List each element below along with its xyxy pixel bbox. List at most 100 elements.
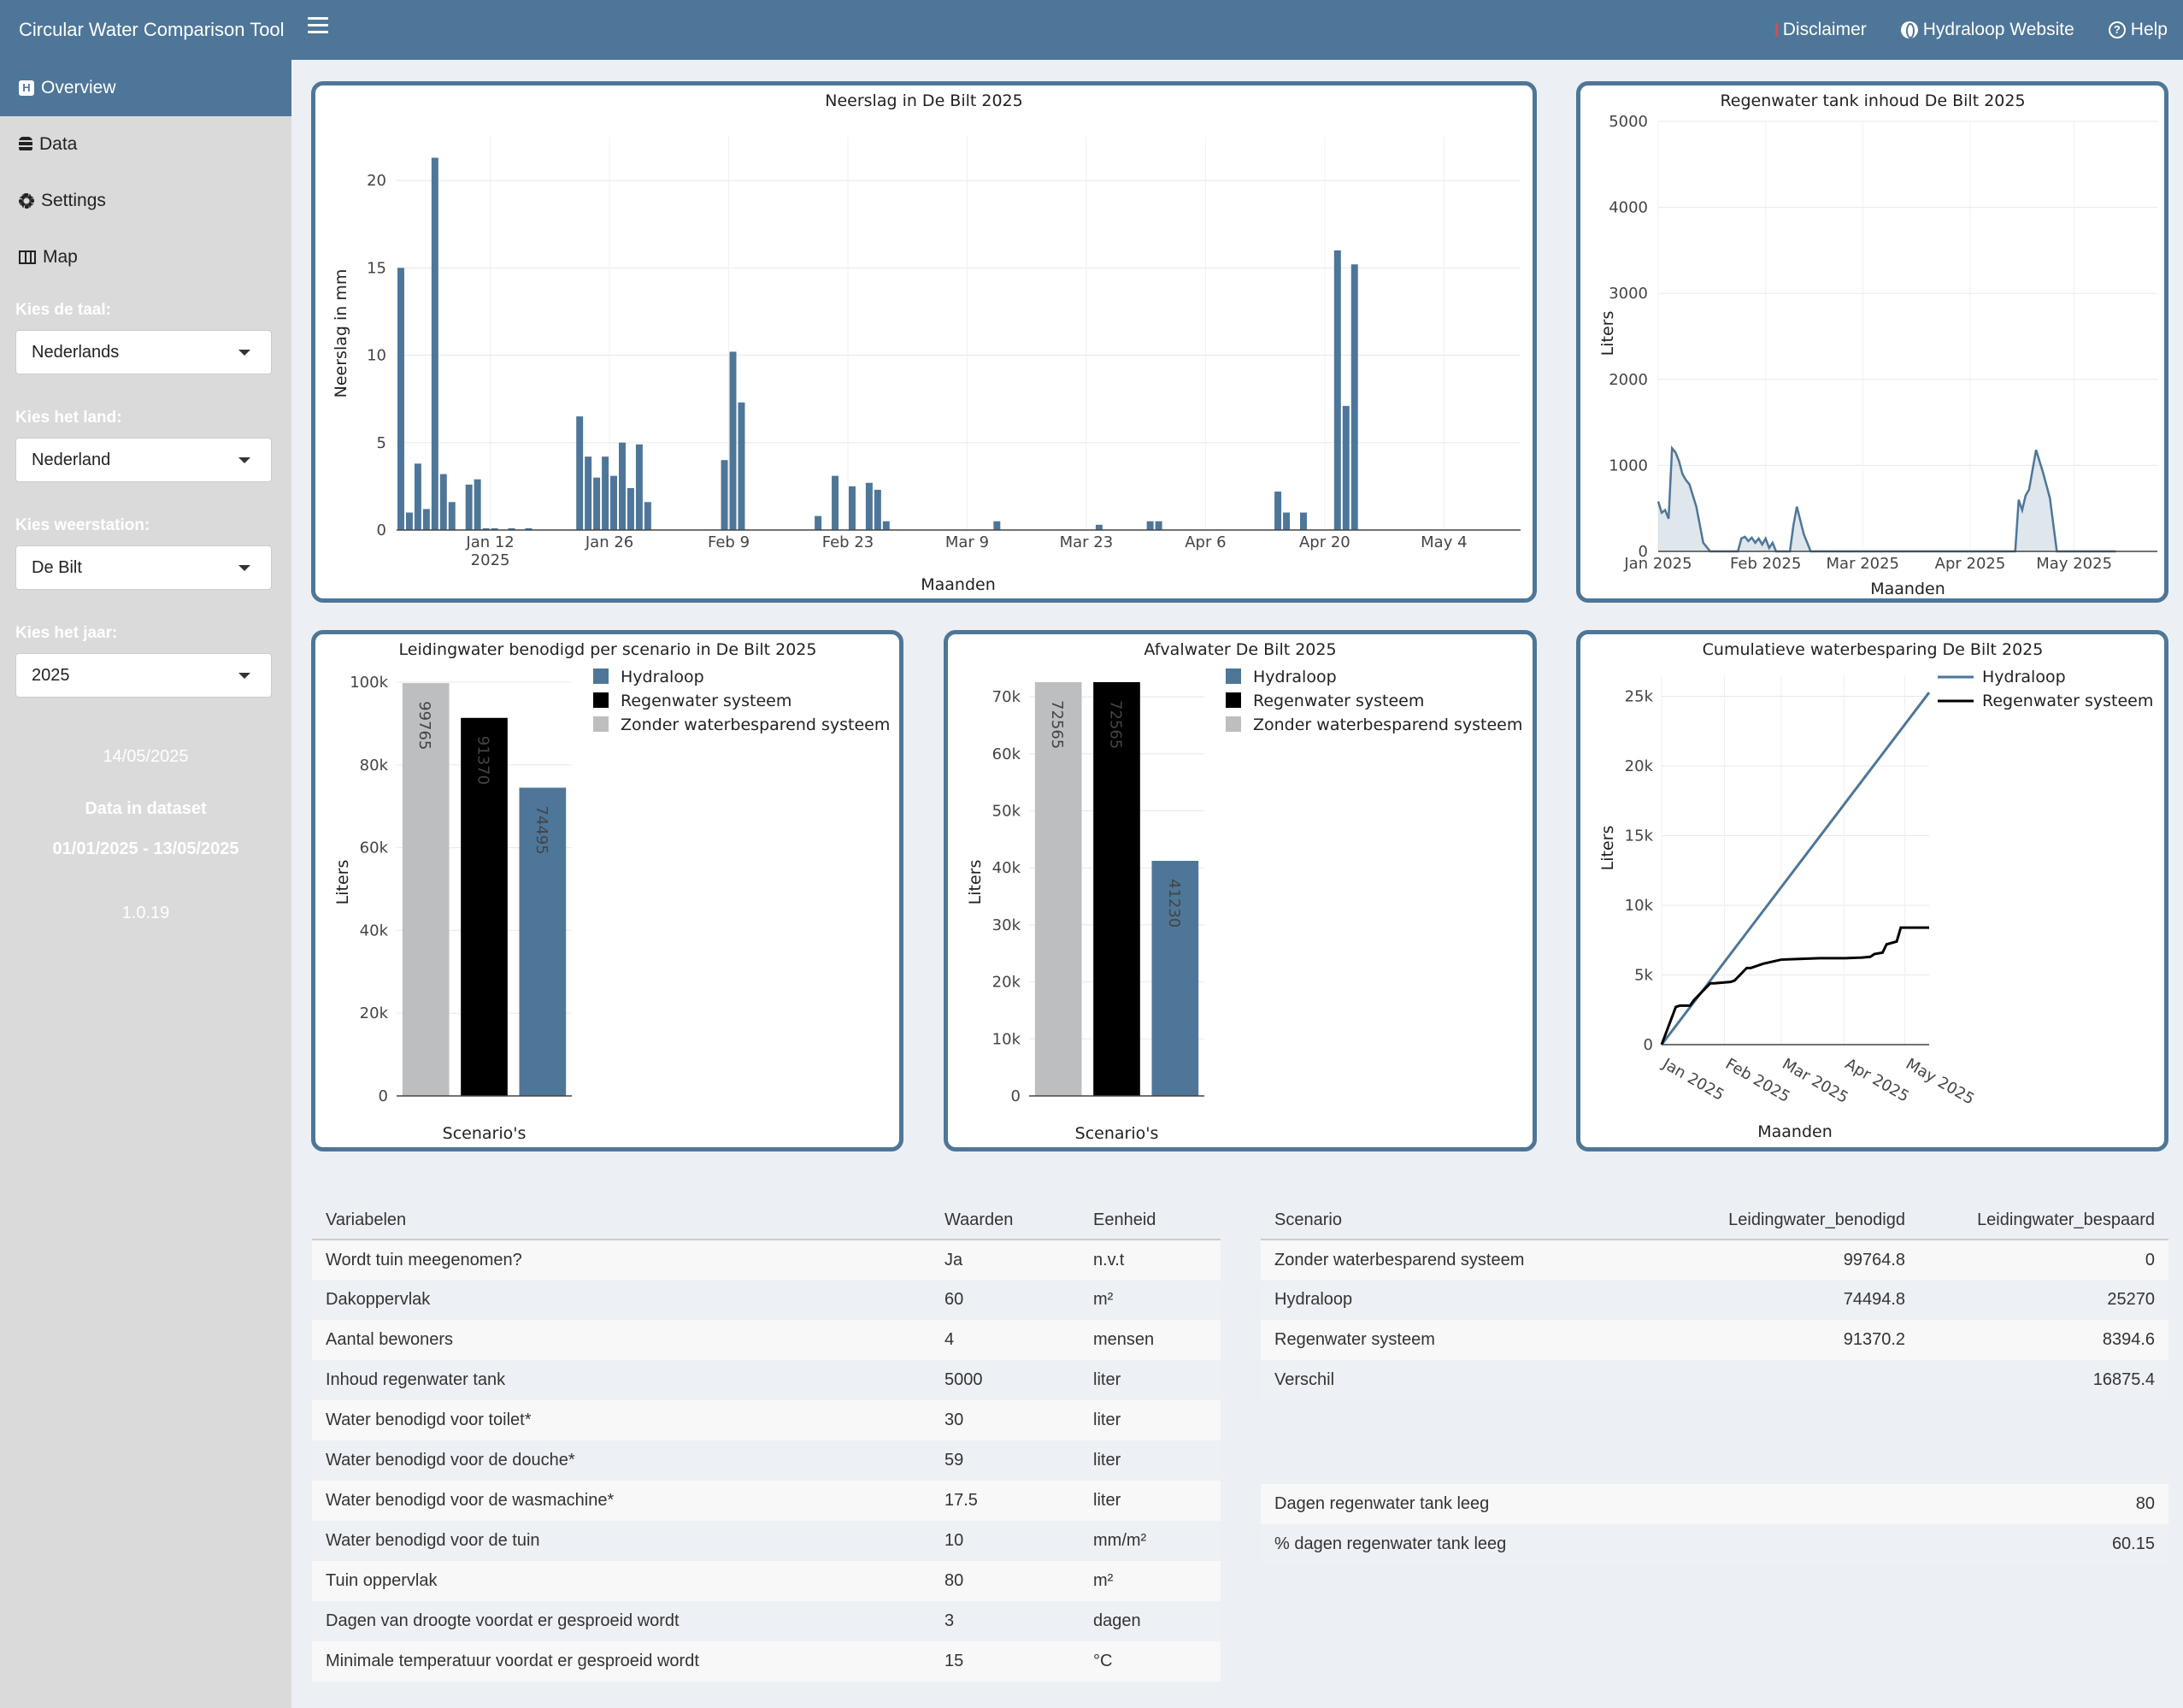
sidebar-item-settings[interactable]: Settings [0, 173, 291, 229]
column-header[interactable]: Waarden [931, 1202, 1080, 1240]
table-row: Inhoud regenwater tank 5000 liter [312, 1360, 1221, 1400]
table-cell: Water benodigd voor toilet* [312, 1400, 931, 1440]
chart-svg: Regenwater tank inhoud De Bilt 2025 0 1000… [1598, 91, 2157, 598]
top-nav: Disclaimer Hydraloop Website ? Help [1774, 0, 2168, 60]
y-tick-label: 3000 [1609, 285, 1648, 303]
table-cell: m² [1080, 1280, 1221, 1320]
chart-svg: Leidingwater benodigd per scenario in De… [333, 640, 890, 1143]
table-row: Water benodigd voor de tuin 10 mm/m² [312, 1521, 1221, 1561]
station-value: De Bilt [32, 557, 82, 577]
precipitation-bar [474, 479, 481, 530]
table-cell: 74494.8 [1662, 1280, 1919, 1320]
legend-swatch [1226, 716, 1241, 732]
help-label: Help [2130, 20, 2168, 39]
sidebar-item-overview[interactable]: H Overview [0, 60, 291, 116]
table-cell: Water benodigd voor de douche* [312, 1440, 931, 1481]
bar-value-label: 91370 [474, 736, 492, 785]
bar-value-label: 72565 [1107, 700, 1125, 749]
precipitation-bar [721, 460, 728, 530]
sidebar-item-data[interactable]: Data [0, 116, 291, 173]
precipitation-bar [405, 512, 413, 530]
y-tick-label: 0 [1639, 543, 1648, 561]
column-header[interactable]: Leidingwater_bespaard [1919, 1202, 2168, 1240]
table-cell: Dagen van droogte voordat er gesproeid w… [312, 1601, 931, 1641]
table-cell: Water benodigd voor de tuin [312, 1521, 931, 1561]
y-axis-label: Neerslag in mm [332, 269, 350, 398]
column-header[interactable]: Scenario [1261, 1202, 1662, 1240]
bar-value-label: 99765 [415, 701, 433, 750]
disclaimer-link[interactable]: Disclaimer [1774, 20, 1867, 40]
table-cell: Inhoud regenwater tank [312, 1360, 931, 1400]
station-select[interactable]: De Bilt [15, 545, 272, 590]
precipitation-bar [815, 515, 822, 530]
column-header[interactable]: Leidingwater_benodigd [1662, 1202, 1919, 1240]
help-link[interactable]: ? Help [2108, 20, 2168, 40]
table-cell: mm/m² [1080, 1521, 1221, 1561]
column-header[interactable]: Eenheid [1080, 1202, 1221, 1240]
precipitation-bar [602, 456, 609, 530]
precipitation-bar [644, 502, 651, 530]
precipitation-bar [729, 351, 737, 530]
table-row: Zonder waterbesparend systeem 99764.8 0 [1261, 1240, 2168, 1280]
variables-table: Variabelen Waarden Eenheid Wordt tuin me… [312, 1202, 1221, 1681]
caret-down-icon [238, 350, 250, 356]
x-axis-label: Scenario's [443, 1124, 527, 1143]
table-cell [1662, 1360, 1919, 1400]
dataset-range: 01/01/2025 - 13/05/2025 [52, 839, 239, 858]
globe-icon [1900, 21, 1918, 38]
table-cell: 17.5 [931, 1481, 1080, 1521]
precipitation-bar [865, 482, 873, 530]
precipitation-bar [848, 486, 856, 530]
table-row: Water benodigd voor de douche* 59 liter [312, 1440, 1221, 1481]
database-icon [19, 137, 32, 152]
table-cell: 16875.4 [1919, 1360, 2168, 1400]
country-select[interactable]: Nederland [15, 438, 272, 482]
exclamation-icon [1774, 23, 1778, 37]
chart-svg: Afvalwater De Bilt 2025 0 10k 20k 30k 40k 50k 6… [966, 640, 1522, 1143]
legend-label: Hydraloop [621, 668, 704, 686]
precipitation-bar [1342, 405, 1350, 530]
y-axis-label: Liters [966, 860, 985, 905]
y-tick-label: 25k [1625, 687, 1654, 705]
table-cell: liter [1080, 1481, 1221, 1521]
sidebar-item-label: Data [39, 134, 78, 154]
sidebar-item-label: Settings [41, 191, 106, 210]
hydraloop-website-link[interactable]: Hydraloop Website [1900, 20, 2074, 40]
legend-swatch [593, 692, 609, 708]
y-tick-label: 50k [992, 803, 1021, 821]
h-square-icon: H [19, 80, 34, 96]
table-cell: % dagen regenwater tank leeg [1261, 1524, 1975, 1564]
table-cell: Verschil [1261, 1360, 1662, 1400]
language-select[interactable]: Nederlands [15, 330, 272, 374]
table-cell: Zonder waterbesparend systeem [1261, 1240, 1662, 1280]
chart-svg: Neerslag in De Bilt 2025 0 5 10 15 20 Jan 12 Ja… [332, 91, 1521, 594]
precipitation-bar [635, 444, 643, 530]
year-select[interactable]: 2025 [15, 653, 272, 698]
y-tick-label: 60k [992, 745, 1021, 763]
y-tick-label: 70k [992, 688, 1021, 706]
scenario-bar [1151, 861, 1199, 1096]
column-header[interactable]: Variabelen [312, 1202, 931, 1240]
table-cell: 25270 [1919, 1280, 2168, 1320]
table-cell: 5000 [931, 1360, 1080, 1400]
caret-down-icon [238, 673, 250, 679]
chart-title: Cumulatieve waterbesparing De Bilt 2025 [1703, 640, 2044, 659]
table-row: Aantal bewoners 4 mensen [312, 1320, 1221, 1360]
sidebar-toggle-icon[interactable] [308, 17, 328, 38]
tank-area [1658, 448, 2116, 551]
precipitation-bar [414, 463, 421, 530]
caret-down-icon [238, 457, 250, 463]
x-tick-sublabel: 2025 [471, 551, 510, 569]
legend-label: Zonder waterbesparend systeem [621, 716, 890, 734]
table-cell: Tuin oppervlak [312, 1561, 931, 1601]
y-axis-label: Liters [1598, 826, 1617, 871]
x-tick-label: Apr 2025 [1935, 555, 2006, 573]
precipitation-bar [1155, 521, 1162, 530]
y-tick-label: 0 [379, 1087, 388, 1105]
sidebar-item-map[interactable]: Map [0, 229, 291, 286]
x-tick-label: Mar 2025 [1779, 1055, 1851, 1107]
precipitation-bar [1283, 512, 1291, 530]
x-tick-label: Jan 2025 [1623, 555, 1692, 573]
table-cell: 15 [931, 1641, 1080, 1681]
current-date: 14/05/2025 [103, 747, 189, 766]
